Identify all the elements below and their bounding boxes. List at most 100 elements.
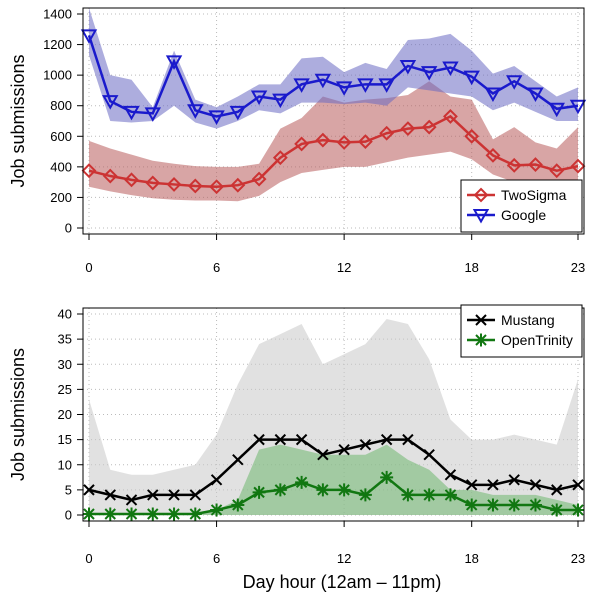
legend-label: Mustang [501,312,555,328]
confidence-band-1 [89,7,578,129]
data-point [528,498,542,512]
x-tick-label: 23 [571,551,585,566]
data-point [123,105,140,121]
series-line-0 [88,438,579,502]
y-axis-label: Job submissions [8,54,28,187]
data-point [166,177,182,192]
data-point [253,433,265,446]
legend-box [460,304,583,358]
data-point [294,136,310,152]
data-point [485,147,501,163]
data-point [295,475,309,489]
plot-frame [82,7,585,235]
data-point [357,134,373,150]
legend-item: TwoSigma [467,187,567,203]
x-tick-label: 0 [85,260,92,275]
data-point [168,489,180,501]
data-point [359,438,372,451]
x-tick-label: 6 [213,551,220,566]
data-point [317,448,329,461]
data-point [80,29,98,44]
data-point [550,503,564,517]
y-tick-label: 15 [58,432,72,447]
data-point [571,503,585,517]
y-tick-label: 1400 [43,7,72,22]
data-point [81,163,97,179]
data-point [335,81,353,96]
data-point [399,59,417,75]
data-point [569,99,587,115]
y-tick-label: 20 [58,407,72,422]
bottom-panel: 0 5 10 15 20 25 30 35 40 0 6 12 18 23 Job submissions M… [8,304,585,566]
legend-label: TwoSigma [501,187,567,203]
data-point [316,483,330,497]
data-point [187,178,203,194]
legend-item: Google [467,207,546,224]
data-point [252,485,266,499]
y-tick-label: 0 [65,221,72,236]
data-point [274,433,287,446]
data-point [548,102,565,118]
legend-marker [473,187,489,203]
data-point [529,479,542,491]
data-point [570,158,586,174]
x-tick-label: 18 [464,260,478,275]
legend: Mustang OpenTrinity [460,304,583,358]
data-point [144,107,161,122]
data-point [506,157,522,173]
data-point [273,483,287,497]
data-point [380,470,394,484]
data-point [337,483,351,497]
x-tick-label: 18 [464,551,478,566]
y-tick-label: 400 [50,159,72,174]
data-point [420,66,438,81]
data-point [358,488,372,502]
data-point [551,484,563,496]
y-tick-label: 25 [58,382,72,397]
y-tick-label: 35 [58,332,72,347]
data-point [165,55,183,70]
data-point [444,469,457,481]
y-tick-label: 1000 [43,68,72,83]
legend-label: Google [501,207,546,223]
data-point [125,507,139,521]
data-point [401,488,415,502]
y-axis-label: Job submissions [8,348,28,481]
data-point [423,448,435,461]
x-tick-label: 6 [213,260,220,275]
data-point [507,498,521,512]
data-point [572,479,584,491]
data-point [357,78,374,93]
data-point [486,498,500,512]
data-point [422,488,436,502]
x-tick-label: 23 [571,260,585,275]
data-point [167,507,181,521]
data-point [443,488,457,502]
data-point [104,489,116,501]
data-point [421,119,437,135]
data-point [465,479,478,491]
data-point [102,95,119,110]
x-tick-label: 12 [337,551,351,566]
data-point [442,61,459,77]
x-tick-label: 12 [337,260,351,275]
data-point [443,109,458,124]
y-tick-label: 600 [50,129,72,144]
y-tick-label: 40 [58,307,72,322]
data-point [82,507,96,521]
data-point [315,132,331,148]
legend: TwoSigma Google [460,179,583,233]
data-point [125,494,138,506]
legend-label: OpenTrinity [501,332,573,348]
data-point [549,163,565,179]
data-point [527,87,544,103]
legend-item: Mustang [467,312,555,328]
data-point [250,90,268,106]
data-point [379,125,395,141]
data-point [293,78,310,93]
data-point [232,454,244,466]
data-point [272,93,289,109]
y-tick-label: 30 [58,357,72,372]
data-point [147,489,159,501]
